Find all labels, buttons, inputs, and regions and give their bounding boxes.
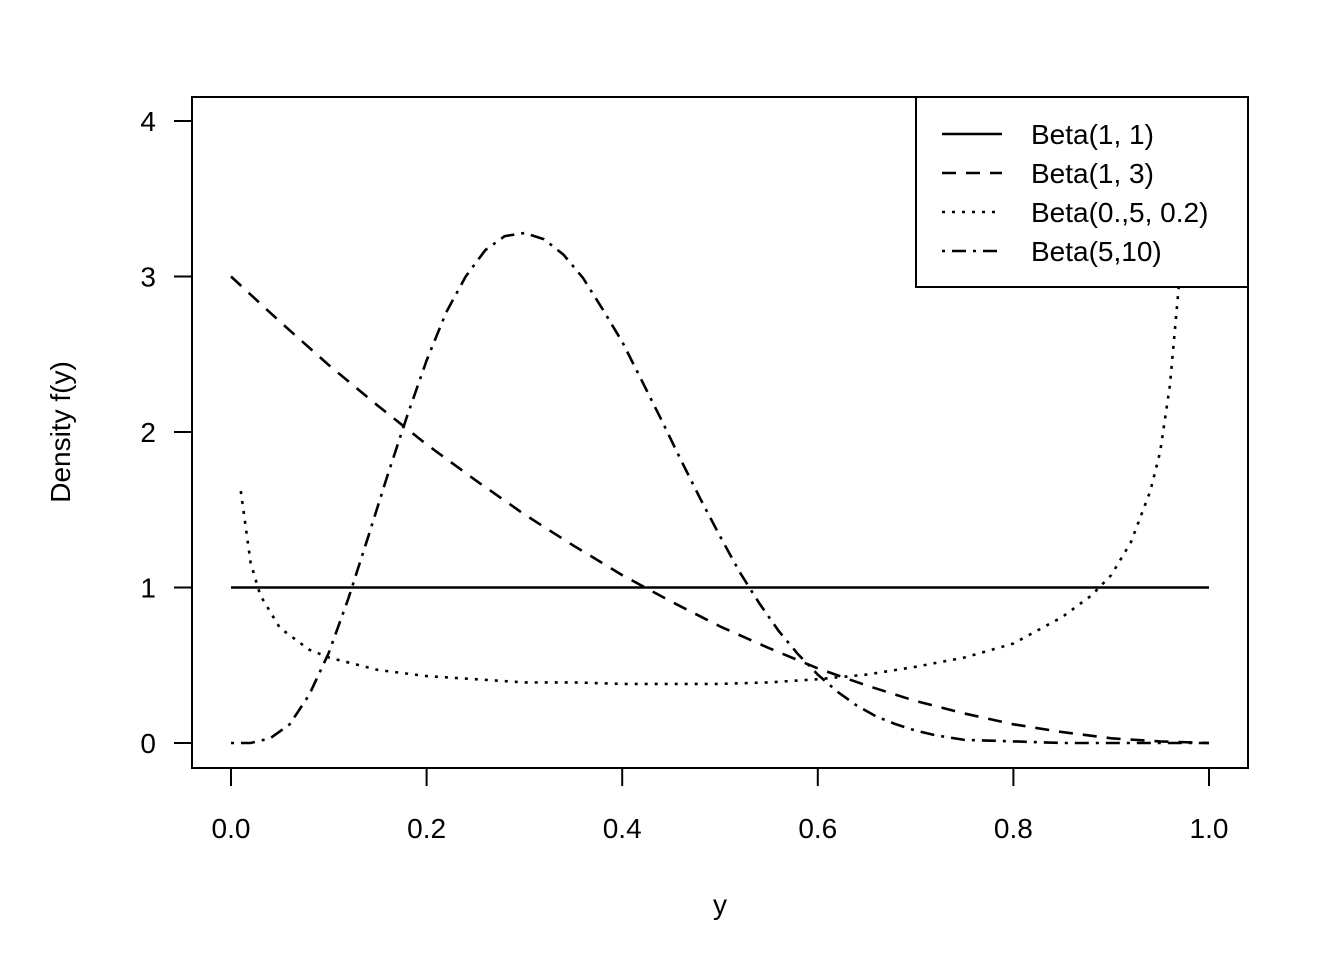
y-tick-label: 1 [140, 573, 156, 604]
x-tick-label: 0.6 [798, 813, 837, 844]
y-tick-label: 2 [140, 417, 156, 448]
x-tick-label: 0.4 [603, 813, 642, 844]
y-tick-label: 0 [140, 728, 156, 759]
legend: Beta(1, 1) Beta(1, 3) Beta(0.,5, 0.2) Beta(… [915, 96, 1249, 288]
x-axis: 0.0 0.2 0.4 0.6 0.8 1.0 [212, 767, 1229, 844]
x-tick-label: 0.0 [212, 813, 251, 844]
legend-label-4: Beta(5,10) [1031, 236, 1162, 267]
legend-label-2: Beta(1, 3) [1031, 158, 1154, 189]
x-tick-label: 0.8 [994, 813, 1033, 844]
y-tick-label: 4 [140, 106, 156, 137]
plot-lines [230, 231, 1210, 745]
y-tick-label: 3 [140, 262, 156, 293]
legend-label-3: Beta(0.,5, 0.2) [1031, 197, 1208, 228]
x-tick-label: 1.0 [1190, 813, 1229, 844]
series-line-3 [239, 276, 1181, 686]
x-tick-label: 0.2 [407, 813, 446, 844]
y-axis-label: Density f(y) [45, 361, 76, 503]
legend-box [915, 96, 1249, 288]
series-line-2 [230, 275, 1210, 745]
legend-label-1: Beta(1, 1) [1031, 119, 1154, 150]
y-axis: 0 1 2 3 4 [140, 106, 193, 759]
series-line-4 [231, 231, 1209, 745]
x-axis-label: y [713, 889, 727, 920]
